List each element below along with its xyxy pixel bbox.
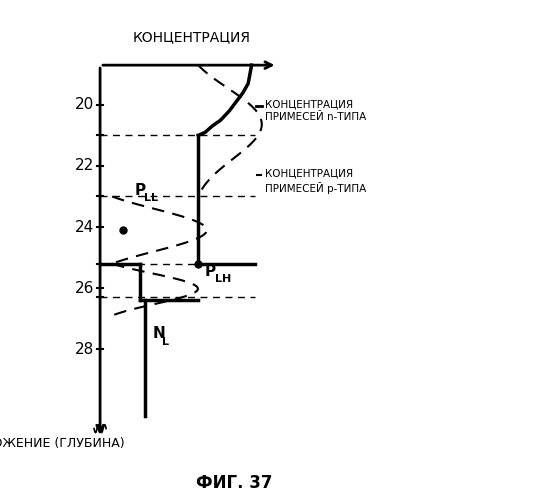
- Text: LH: LH: [215, 274, 231, 284]
- Text: L: L: [162, 336, 169, 346]
- Text: N: N: [152, 326, 165, 342]
- Text: LL: LL: [144, 193, 158, 203]
- Text: КОНЦЕНТРАЦИЯ
ПРИМЕСЕЙ n-ТИПА: КОНЦЕНТРАЦИЯ ПРИМЕСЕЙ n-ТИПА: [266, 100, 367, 122]
- Text: P: P: [134, 183, 146, 198]
- Text: 22: 22: [75, 158, 94, 174]
- Text: ПОЛОЖЕНИЕ (ГЛУБИНА): ПОЛОЖЕНИЕ (ГЛУБИНА): [0, 437, 125, 450]
- Text: ФИГ. 37: ФИГ. 37: [196, 474, 273, 492]
- Text: 26: 26: [75, 280, 94, 295]
- Text: 24: 24: [75, 220, 94, 234]
- Text: 20: 20: [75, 98, 94, 112]
- Text: 28: 28: [75, 342, 94, 356]
- Text: КОНЦЕНТРАЦИЯ: КОНЦЕНТРАЦИЯ: [132, 30, 251, 44]
- Text: КОНЦЕНТРАЦИЯ
ПРИМЕСЕЙ р-ТИПА: КОНЦЕНТРАЦИЯ ПРИМЕСЕЙ р-ТИПА: [266, 168, 367, 194]
- Text: P: P: [205, 264, 217, 279]
